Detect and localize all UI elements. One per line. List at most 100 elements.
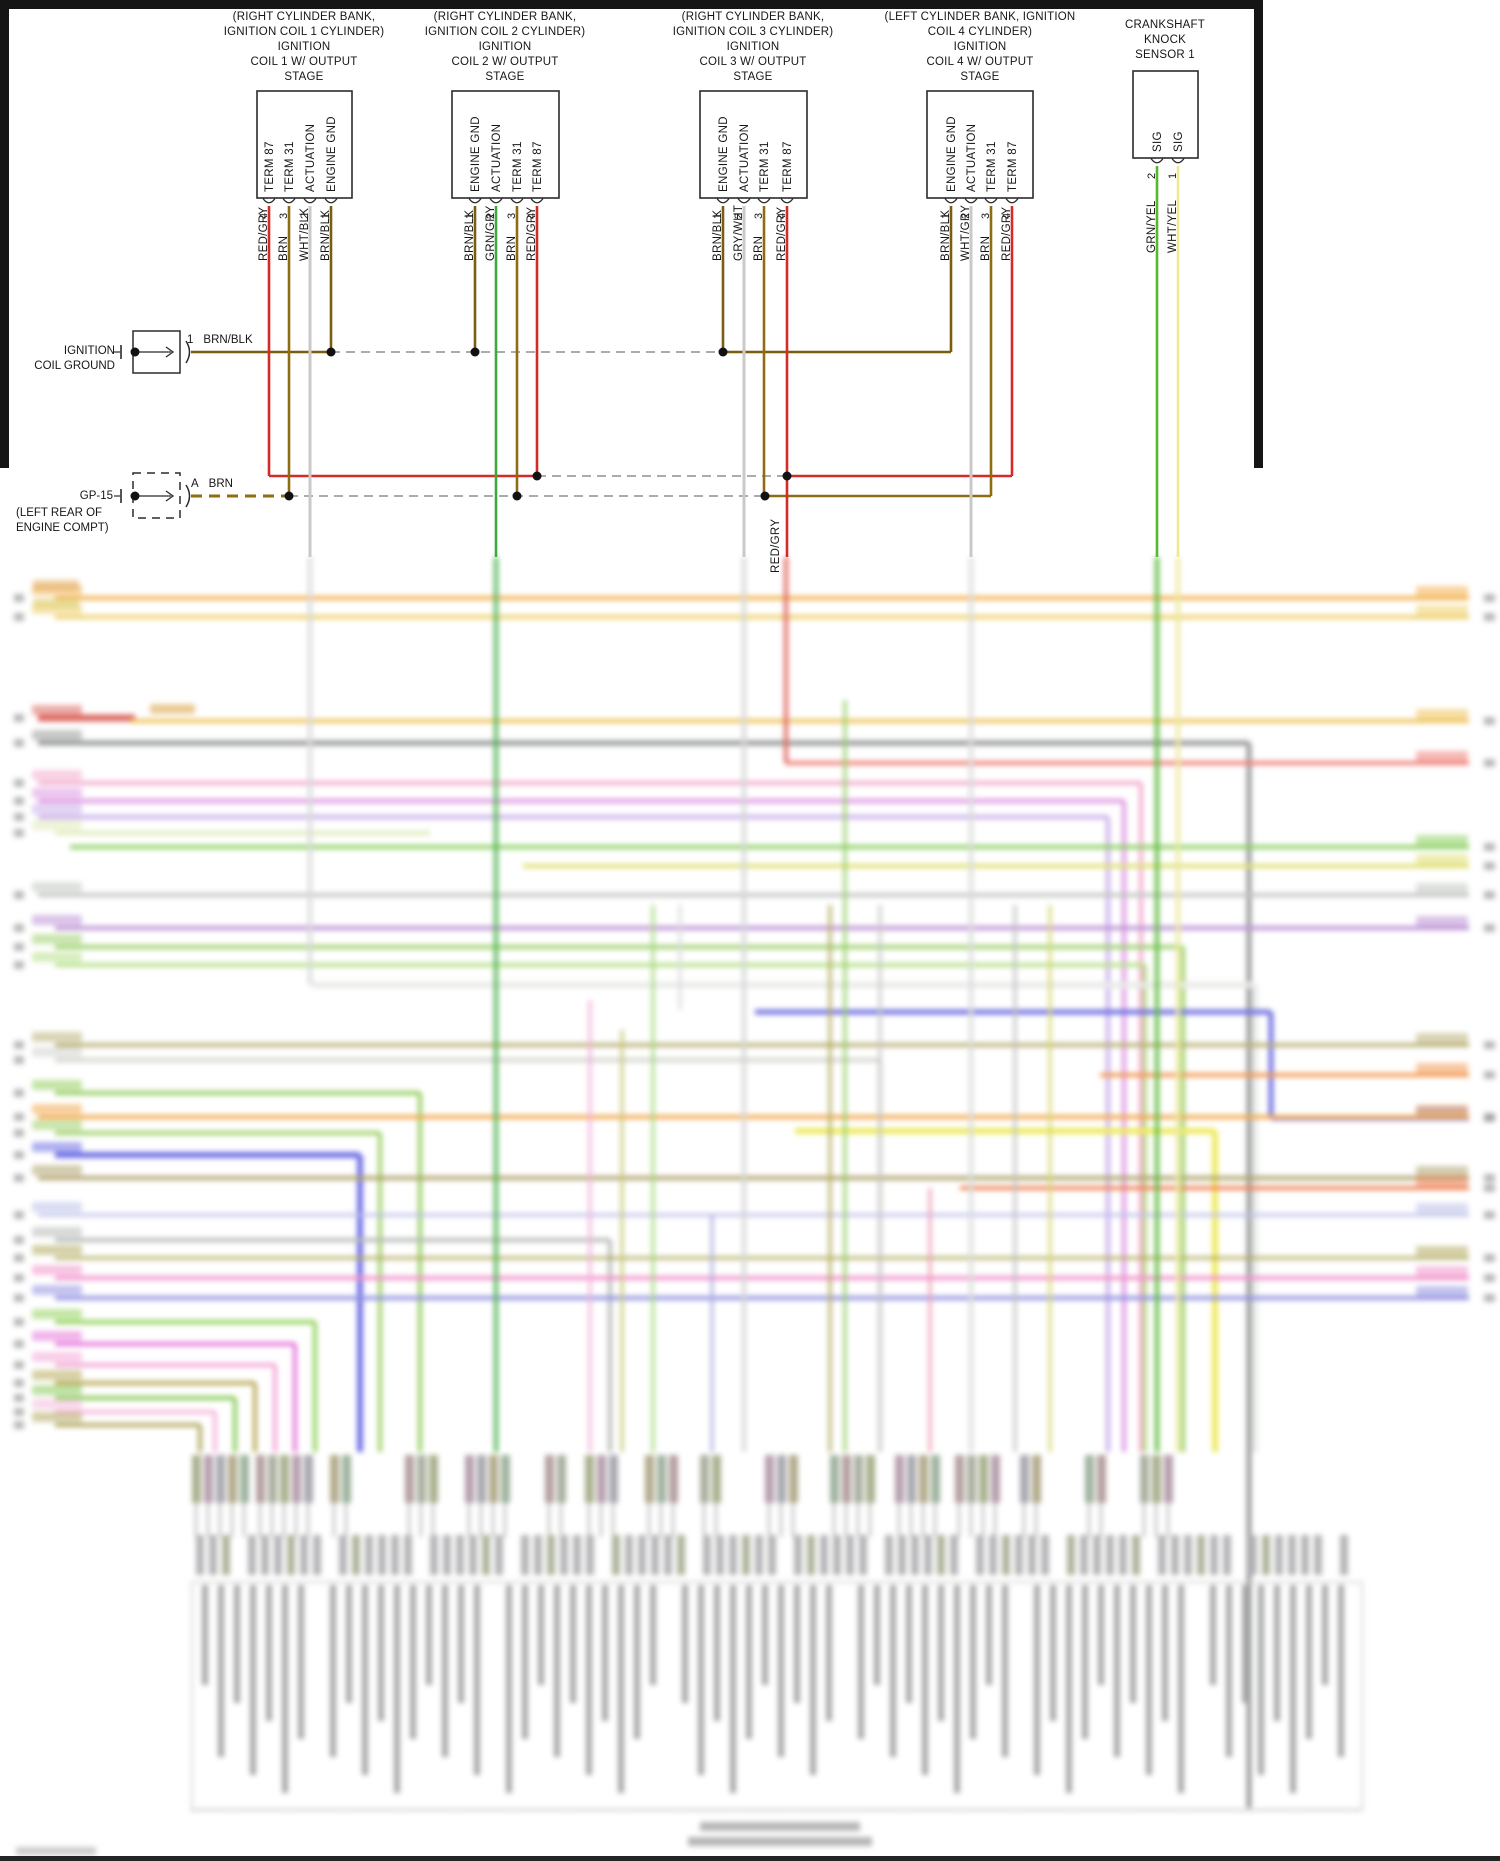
- blur-pin-number: [14, 1340, 24, 1348]
- blur-pin-number: [1484, 613, 1495, 621]
- blur-connector-block: [304, 1455, 313, 1503]
- blur-connector-block: [625, 1535, 633, 1575]
- blur-wire-label: [1416, 709, 1468, 719]
- component-box: [451, 90, 560, 199]
- blur-connector-block: [1067, 1535, 1075, 1575]
- label-line: GP-15: [79, 490, 113, 502]
- junction-dot: [130, 347, 140, 357]
- blur-wire-label: [1416, 1166, 1468, 1176]
- blur-connector-block: [1164, 1455, 1173, 1503]
- blur-connector-block: [534, 1535, 542, 1575]
- blur-pin-number: [14, 1421, 24, 1429]
- pin-notch: [489, 198, 503, 204]
- blur-connector-block: [547, 1535, 555, 1575]
- header-line: COIL 2 W/ OUTPUT: [451, 56, 559, 68]
- blur-connector-block: [404, 1535, 412, 1575]
- blur-pin-number: [1484, 862, 1495, 870]
- pin-number: 1: [187, 334, 194, 346]
- blur-connector-block: [609, 1455, 618, 1503]
- blur-pin-number: [14, 1151, 24, 1159]
- blur-connector-block: [830, 1455, 839, 1503]
- blur-pin-number: [14, 1041, 24, 1049]
- blur-wire-label: [32, 952, 82, 962]
- blur-pin-number: [14, 1394, 24, 1402]
- blur-connector-block: [287, 1535, 295, 1575]
- blur-wire-label: [32, 1352, 82, 1362]
- pin-notch: [262, 198, 276, 204]
- header-line: IGNITION COIL 2 CYLINDER): [424, 26, 586, 38]
- blur-wire-label: [32, 1227, 82, 1237]
- header-line: (LEFT CYLINDER BANK, IGNITION: [884, 11, 1076, 23]
- blur-connector-block: [1015, 1535, 1023, 1575]
- blur-pin-number: [14, 1211, 24, 1219]
- blur-wire-label: [32, 1032, 82, 1042]
- blur-wire-label: [1416, 1266, 1468, 1276]
- blur-connector-block: [742, 1535, 750, 1575]
- blur-wire-label: [1416, 586, 1468, 596]
- blur-wire-label: [1416, 854, 1468, 864]
- blur-pin-number: [14, 1361, 24, 1369]
- pin-notch: [964, 198, 978, 204]
- pin-notch: [984, 198, 998, 204]
- blur-connector-block: [976, 1535, 984, 1575]
- header-line: IGNITION: [726, 41, 780, 53]
- coil-1-header: (RIGHT CYLINDER BANK, IGNITION COIL 1 CY…: [189, 10, 419, 85]
- pin-terminal-label: TERM 87: [1007, 141, 1019, 192]
- ground-arrow-head: [165, 490, 175, 502]
- pin-terminal-label: ACTUATION: [739, 124, 751, 192]
- blur-connector-block: [677, 1535, 685, 1575]
- blur-wire-label: [1416, 605, 1468, 615]
- pin-notch: [737, 198, 751, 204]
- blur-pin-number: [14, 797, 24, 805]
- blur-connector-block: [521, 1535, 529, 1575]
- blur-connector-block: [330, 1455, 339, 1503]
- blur-wire-label: [1416, 835, 1468, 845]
- blur-connector-block: [842, 1455, 851, 1503]
- blur-caption-line: [700, 1822, 860, 1831]
- blur-connector-block: [495, 1535, 503, 1575]
- pin-notch: [303, 198, 317, 204]
- pin-terminal-label: ACTUATION: [305, 124, 317, 192]
- blur-wire-label: [1416, 1063, 1468, 1073]
- blur-connector-block: [1080, 1535, 1088, 1575]
- blur-wire-label: [32, 1370, 82, 1380]
- blur-connector-block: [342, 1455, 351, 1503]
- blur-connector-block: [240, 1455, 249, 1503]
- blur-pin-number: [14, 891, 24, 899]
- wire-color-label: WHT/GRY: [960, 205, 972, 261]
- blur-connector-block: [560, 1535, 568, 1575]
- header-line: (RIGHT CYLINDER BANK,: [433, 11, 577, 23]
- blur-connector-block: [429, 1455, 438, 1503]
- blur-connector-block: [1158, 1535, 1166, 1575]
- blur-connector-block: [1132, 1535, 1140, 1575]
- blur-connector-block: [931, 1455, 940, 1503]
- wire-color-label: BRN: [506, 236, 518, 261]
- connector-bracket: [185, 340, 191, 364]
- blur-connector-block: [703, 1535, 711, 1575]
- pin-number: 2: [960, 213, 972, 219]
- gp15-location-label: (LEFT REAR OF ENGINE COMPT): [16, 506, 131, 536]
- blur-connector-block: [216, 1455, 225, 1503]
- page-border-top: [0, 0, 1262, 9]
- blur-connector-block: [729, 1535, 737, 1575]
- blur-pin-number: [14, 1113, 24, 1121]
- header-line: IGNITION COIL 1 CYLINDER): [223, 26, 385, 38]
- junction-dot: [326, 347, 336, 357]
- junction-dot: [512, 491, 522, 501]
- header-line: STAGE: [733, 71, 773, 83]
- pin-terminal-label: ACTUATION: [491, 124, 503, 192]
- gp15-wire-label: A BRN: [191, 478, 243, 490]
- blur-connector-block: [482, 1535, 490, 1575]
- blur-pin-number: [14, 1318, 24, 1326]
- pin-number: 3: [506, 213, 518, 219]
- pin-number: 1: [320, 213, 332, 219]
- pin-terminal-label: ENGINE GND: [718, 116, 730, 192]
- blur-connector-block: [1223, 1535, 1231, 1575]
- blur-wire-label: [150, 704, 195, 714]
- blur-connector-block: [765, 1455, 774, 1503]
- junction-dot: [130, 491, 140, 501]
- pin-number: 4: [258, 213, 270, 219]
- ignition-coil-ground-label: IGNITION COIL GROUND: [10, 344, 115, 374]
- blur-connector-block: [1210, 1535, 1218, 1575]
- wire-color-label: BRN: [980, 236, 992, 261]
